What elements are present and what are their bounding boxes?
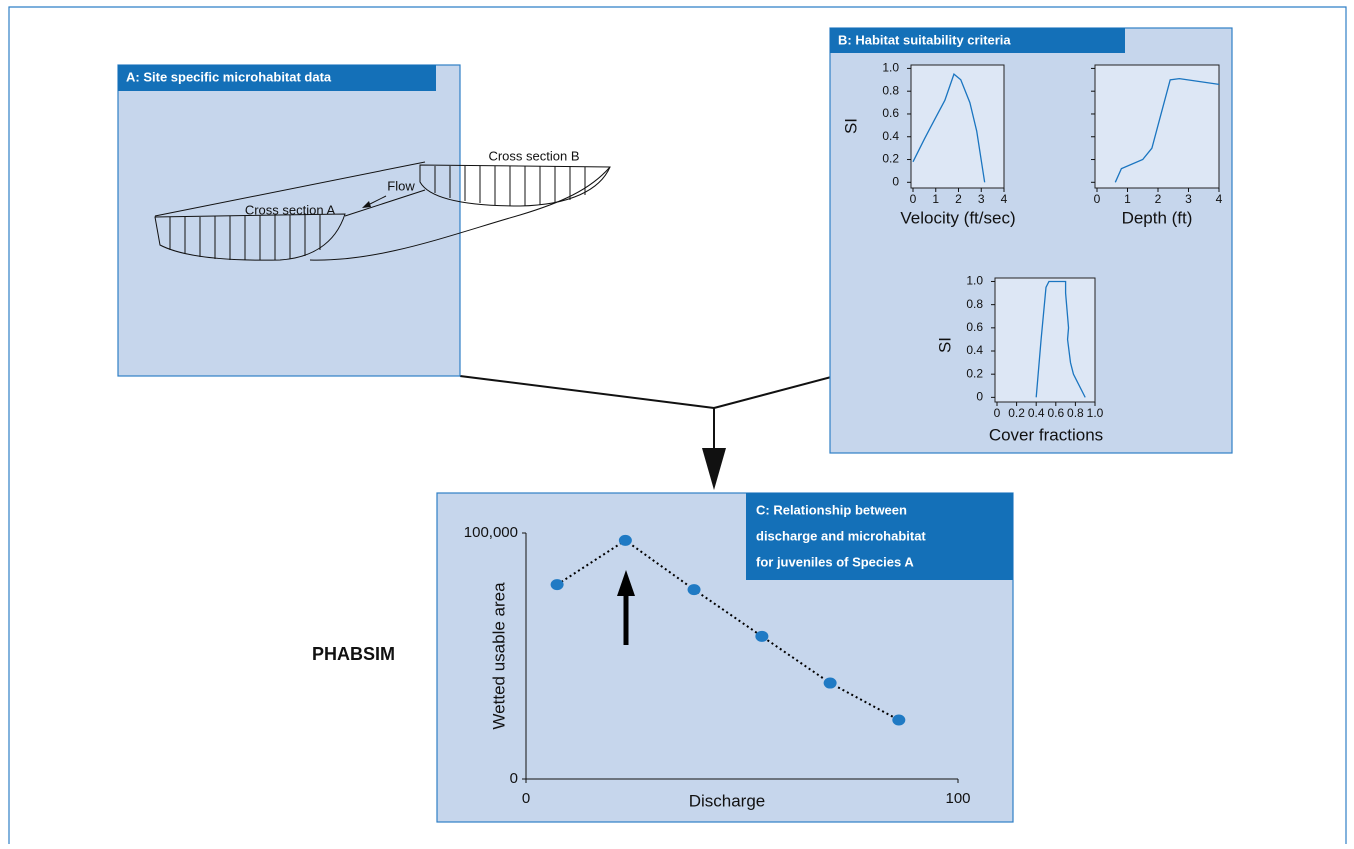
- method-label: PHABSIM: [312, 644, 395, 664]
- y-tick-label: 0: [892, 174, 899, 188]
- panel-c-tab: [746, 493, 1013, 580]
- peak-arrow: [617, 570, 635, 645]
- frame: [8, 6, 1347, 844]
- x-axis-label: Cover fractions: [989, 425, 1103, 444]
- data-point: [892, 714, 906, 726]
- x-axis-label: Discharge: [689, 791, 766, 810]
- x-tick-label: 0: [910, 192, 917, 206]
- data-line: [912, 73, 986, 183]
- x-tick-label: 0.8: [1067, 406, 1084, 420]
- x-tick-label: 1: [1124, 192, 1131, 206]
- x-tick-label: 3: [1185, 192, 1192, 206]
- y-tick-label: 1.0: [966, 274, 983, 288]
- x-tick-label: 3: [978, 192, 985, 206]
- x-axis-label: Velocity (ft/sec): [900, 208, 1015, 227]
- panel-b-tab: [830, 28, 1125, 53]
- panel-c-title: for juveniles of Species A: [756, 554, 914, 569]
- y-axis-label: SI: [841, 118, 860, 134]
- cross-section-b-label: Cross section B: [488, 148, 579, 163]
- data-line: [1035, 280, 1086, 398]
- panel-b-title: B: Habitat suitability criteria: [838, 32, 1011, 47]
- panel-a: [117, 64, 461, 377]
- y-tick-label: 0: [510, 770, 518, 787]
- flow-label: Flow: [387, 178, 415, 193]
- y-tick-label: 0: [976, 390, 983, 404]
- y-tick-label: 0.6: [882, 106, 899, 120]
- x-axis-label: Depth (ft): [1122, 208, 1193, 227]
- y-tick-label: 0.8: [882, 83, 899, 97]
- plot-area: [910, 64, 1005, 189]
- panel-c-title: C: Relationship between: [756, 502, 907, 517]
- x-tick-label: 100: [945, 790, 970, 807]
- x-tick-label: 0: [994, 406, 1001, 420]
- plot-area: [1094, 64, 1220, 189]
- x-tick-label: 2: [955, 192, 962, 206]
- y-tick-label: 0.8: [966, 297, 983, 311]
- cross-section-a-label: Cross section A: [245, 202, 336, 217]
- x-tick-label: 4: [1001, 192, 1008, 206]
- panel-c-title: discharge and microhabitat: [756, 528, 926, 543]
- y-tick-label: 0.4: [966, 343, 983, 357]
- x-tick-label: 2: [1155, 192, 1162, 206]
- x-tick-label: 1: [932, 192, 939, 206]
- panel-a-tab: [118, 65, 436, 91]
- data-point: [618, 534, 632, 546]
- y-tick-label: 1.0: [882, 61, 899, 75]
- y-tick-label: 0.2: [882, 152, 899, 166]
- panel-a-title: A: Site specific microhabitat data: [126, 69, 332, 84]
- y-tick-label: 100,000: [464, 524, 518, 541]
- y-axis-label: Wetted usable area: [489, 582, 508, 730]
- x-tick-label: 0.4: [1028, 406, 1045, 420]
- x-tick-label: 0.2: [1008, 406, 1025, 420]
- data-point: [550, 579, 564, 591]
- y-tick-label: 0.6: [966, 320, 983, 334]
- y-tick-label: 0.4: [882, 129, 899, 143]
- connectors: [459, 375, 836, 490]
- y-axis-label: SI: [935, 337, 954, 353]
- x-tick-label: 0: [522, 790, 530, 807]
- y-tick-label: 0.2: [966, 366, 983, 380]
- data-point: [823, 677, 837, 689]
- data-line: [1114, 78, 1220, 183]
- data-point: [687, 584, 701, 596]
- channel-sketch: [154, 161, 611, 261]
- x-tick-label: 4: [1216, 192, 1223, 206]
- x-tick-label: 1.0: [1087, 406, 1104, 420]
- x-tick-label: 0.6: [1047, 406, 1064, 420]
- x-tick-label: 0: [1094, 192, 1101, 206]
- data-point: [755, 630, 769, 642]
